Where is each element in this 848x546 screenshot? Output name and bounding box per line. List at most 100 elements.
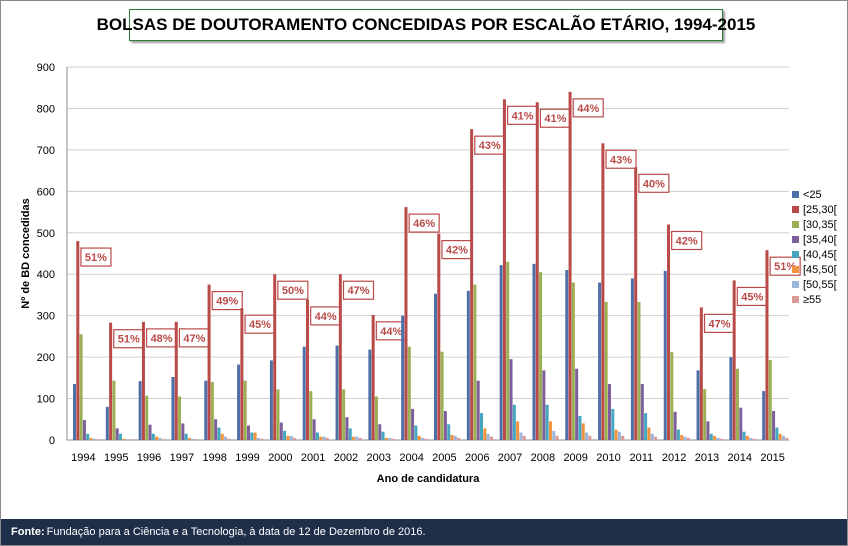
legend-item: [45,50[ <box>792 262 837 277</box>
x-tick-label: 1998 <box>202 452 226 464</box>
bar-2011-6 <box>650 433 654 440</box>
y-tick-label: 400 <box>37 269 55 281</box>
bar-2001-3 <box>312 419 316 440</box>
bar-2015-3 <box>772 410 776 440</box>
bar-1996-2 <box>145 395 149 440</box>
bar-1997-4 <box>184 433 188 440</box>
bar-2013-6 <box>716 437 720 440</box>
bar-2006-1 <box>470 129 474 440</box>
legend-label: [30,35[ <box>803 218 837 231</box>
bar-2014-1 <box>732 280 736 440</box>
bar-1999-4 <box>250 432 254 440</box>
bar-2015-1 <box>765 250 769 440</box>
bar-1994-7 <box>96 439 100 440</box>
x-tick-label: 2014 <box>728 452 752 464</box>
bar-2010-1 <box>601 143 605 440</box>
pct-label: 44% <box>380 326 402 338</box>
bar-2007-4 <box>512 404 516 440</box>
x-tick-label: 2009 <box>563 452 587 464</box>
bar-1995-1 <box>109 322 113 440</box>
pct-label: 46% <box>413 218 435 230</box>
legend-swatch <box>792 296 799 303</box>
bar-2000-5 <box>286 435 290 440</box>
pct-label-box <box>80 247 112 267</box>
bar-1999-5 <box>253 432 257 440</box>
bar-1996-0 <box>138 381 142 440</box>
bar-2013-2 <box>703 389 707 440</box>
bar-2004-4 <box>414 425 418 440</box>
bar-2006-6 <box>486 433 490 440</box>
bar-2004-5 <box>417 435 421 440</box>
bar-2005-7 <box>457 437 461 440</box>
source-footer: Fonte: Fundação para a Ciência e a Tecno… <box>1 519 847 545</box>
y-tick-label: 700 <box>37 145 55 157</box>
bar-2008-1 <box>535 102 539 440</box>
legend-item: [30,35[ <box>792 217 837 232</box>
bar-2005-0 <box>434 293 437 440</box>
bar-2000-7 <box>293 437 297 440</box>
bar-2005-5 <box>450 435 454 440</box>
x-tick-label: 2007 <box>498 452 522 464</box>
bar-2010-0 <box>598 282 602 440</box>
legend-label: ≥55 <box>803 293 822 306</box>
bar-2003-7 <box>391 438 395 440</box>
bar-1997-6 <box>191 438 195 440</box>
y-tick-label: 200 <box>37 352 55 364</box>
pct-label: 45% <box>249 319 271 331</box>
x-tick-label: 2002 <box>334 452 358 464</box>
bar-2003-1 <box>371 314 375 440</box>
bar-1999-2 <box>243 380 247 440</box>
pct-label-box <box>211 290 243 311</box>
bar-2002-5 <box>352 436 356 440</box>
bar-2011-1 <box>634 167 638 440</box>
pct-label: 40% <box>643 178 665 190</box>
bar-1995-3 <box>115 428 119 440</box>
y-tick-label: 900 <box>37 62 55 74</box>
bar-2013-0 <box>696 370 700 440</box>
legend-swatch <box>792 221 799 228</box>
pct-label-box <box>638 173 670 193</box>
bar-2009-6 <box>585 432 589 440</box>
legend-item: [25,30[ <box>792 202 837 217</box>
bar-2009-5 <box>581 423 585 440</box>
bar-2003-0 <box>368 349 372 440</box>
bar-2006-4 <box>480 413 484 440</box>
x-tick-label: 2013 <box>695 452 719 464</box>
bar-2007-5 <box>516 421 520 440</box>
footer-label: Fonte: <box>11 526 45 538</box>
bar-2000-4 <box>283 430 287 440</box>
legend-swatch <box>792 191 799 198</box>
bar-2003-3 <box>378 424 382 440</box>
bar-2001-1 <box>306 299 310 440</box>
bar-2012-7 <box>686 437 690 440</box>
y-tick-label: 500 <box>37 228 55 240</box>
pct-label: 47% <box>347 285 369 297</box>
bar-1996-3 <box>148 424 152 440</box>
bar-1998-4 <box>217 427 221 440</box>
bar-2003-6 <box>388 437 392 440</box>
pct-label: 42% <box>676 235 698 247</box>
pct-label-box <box>671 230 703 251</box>
legend-swatch <box>792 251 799 258</box>
bar-2013-4 <box>709 433 713 440</box>
pct-label: 50% <box>282 285 304 297</box>
bar-1997-1 <box>174 321 178 440</box>
y-tick-label: 300 <box>37 311 55 323</box>
bar-2007-0 <box>499 265 503 440</box>
bar-2002-4 <box>348 428 352 440</box>
pct-label: 45% <box>741 291 763 303</box>
x-axis-title: Ano de candidatura <box>377 473 481 485</box>
y-tick-label: 600 <box>37 186 55 198</box>
pct-label: 41% <box>544 113 566 125</box>
bar-1996-4 <box>151 433 155 440</box>
bar-2009-3 <box>575 368 579 440</box>
bar-1995-7 <box>128 439 132 440</box>
x-tick-label: 2004 <box>399 452 423 464</box>
x-tick-label: 1996 <box>137 452 161 464</box>
bar-2012-2 <box>670 352 674 440</box>
bar-2004-6 <box>420 437 424 440</box>
bar-2002-2 <box>342 389 346 440</box>
x-tick-label: 2015 <box>760 452 784 464</box>
bar-2005-1 <box>437 233 441 440</box>
pct-label: 41% <box>512 110 534 122</box>
